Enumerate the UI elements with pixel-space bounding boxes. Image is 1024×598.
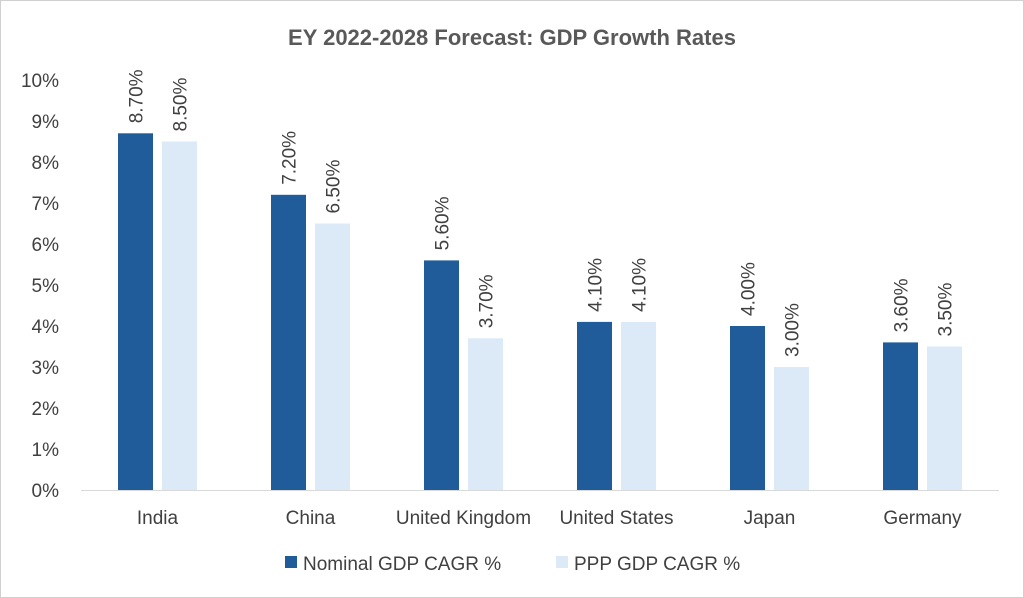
bar-nominal-united-states (577, 321, 612, 490)
bar-ppp-japan (774, 367, 809, 490)
x-category-label: India (137, 508, 179, 529)
bar-ppp-china (315, 223, 350, 490)
y-tick-label: 1% (32, 440, 60, 461)
bars-group (118, 133, 962, 491)
data-label: 7.20% (280, 131, 301, 185)
data-label: 4.00% (739, 262, 760, 316)
bar-ppp-india (162, 141, 197, 490)
data-label: 4.10% (586, 258, 607, 312)
y-tick-label: 10% (21, 71, 59, 92)
data-label: 6.50% (324, 160, 345, 214)
y-tick-label: 7% (32, 194, 60, 215)
legend-label: Nominal GDP CAGR % (303, 554, 501, 575)
bar-nominal-united-kingdom (424, 260, 459, 490)
data-label: 3.70% (477, 274, 498, 328)
x-category-label: Japan (744, 508, 796, 529)
chart-title: EY 2022-2028 Forecast: GDP Growth Rates (288, 25, 736, 50)
x-category-label: Germany (883, 508, 962, 529)
bar-ppp-united-kingdom (468, 338, 503, 490)
y-tick-label: 3% (32, 358, 60, 379)
bar-nominal-india (118, 133, 153, 491)
bar-nominal-germany (883, 342, 918, 490)
legend: Nominal GDP CAGR % PPP GDP CAGR % (285, 554, 740, 575)
data-label: 8.70% (127, 69, 148, 123)
data-label: 5.60% (433, 196, 454, 250)
y-tick-label: 8% (32, 153, 60, 174)
data-label: 8.50% (171, 78, 192, 132)
x-category-label: United Kingdom (396, 508, 531, 529)
data-label: 3.60% (892, 278, 913, 332)
y-axis: 0% 1% 2% 3% 4% 5% 6% 7% 8% 9% 10% (21, 71, 59, 502)
x-axis: India China United Kingdom United States Jap… (81, 490, 999, 529)
y-tick-label: 6% (32, 235, 60, 256)
data-label: 3.00% (783, 303, 804, 357)
bar-ppp-germany (927, 346, 962, 490)
bar-nominal-japan (730, 326, 765, 490)
x-category-label: China (286, 508, 336, 529)
y-tick-label: 4% (32, 317, 60, 338)
y-tick-label: 5% (32, 276, 60, 297)
x-category-label: United States (559, 508, 673, 529)
legend-swatch (285, 556, 297, 568)
legend-label: PPP GDP CAGR % (574, 554, 740, 575)
data-labels-group: 8.70% 8.50% 7.20% 6.50% 5.60% 3.70% 4.10% 4.10%… (127, 69, 957, 357)
y-tick-label: 2% (32, 399, 60, 420)
bar-nominal-china (271, 194, 306, 491)
y-tick-label: 0% (32, 481, 60, 502)
data-label: 3.50% (936, 283, 957, 337)
legend-swatch (556, 556, 568, 568)
data-label: 4.10% (630, 258, 651, 312)
bar-ppp-united-states (621, 321, 656, 490)
y-tick-label: 9% (32, 112, 60, 133)
